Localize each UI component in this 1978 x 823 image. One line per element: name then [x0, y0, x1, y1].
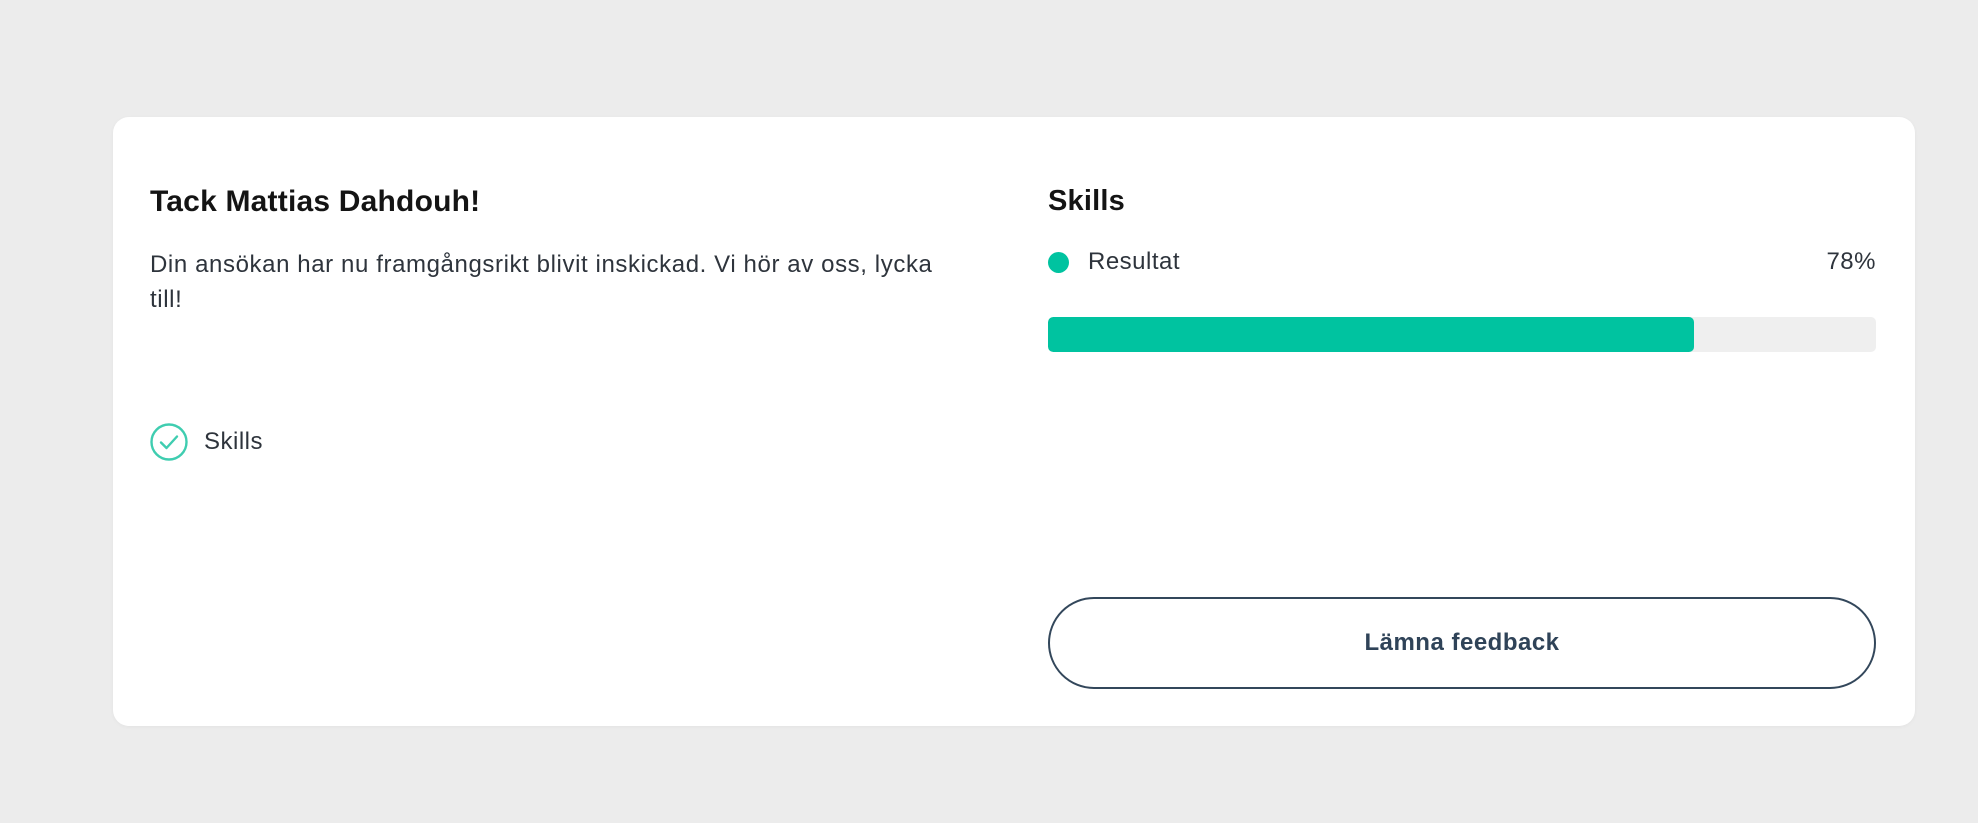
results-section: Skills Resultat 78% Lämna feedback	[1048, 117, 1876, 726]
thank-you-title: Tack Mattias Dahdouh!	[150, 185, 481, 218]
legend-dot-icon	[1048, 251, 1069, 273]
result-percentage: 78%	[1826, 248, 1876, 275]
completed-step-row: Skills	[150, 423, 263, 461]
feedback-button[interactable]: Lämna feedback	[1048, 597, 1876, 689]
application-confirmation-card: Tack Mattias Dahdouh! Din ansökan har nu…	[113, 117, 1915, 726]
progress-fill	[1048, 317, 1694, 352]
result-legend-label: Resultat	[1088, 248, 1181, 275]
results-title: Skills	[1048, 185, 1125, 217]
completed-step-label: Skills	[204, 428, 264, 455]
check-circle-icon	[150, 423, 188, 461]
thank-you-message: Din ansökan har nu framgångsrikt blivit …	[150, 251, 933, 313]
result-legend-row: Resultat 78%	[1048, 248, 1876, 276]
result-progress-bar	[1048, 317, 1876, 352]
